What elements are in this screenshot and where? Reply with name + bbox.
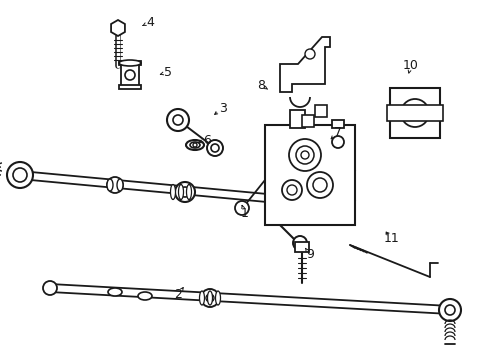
Bar <box>314 105 326 117</box>
Ellipse shape <box>170 185 175 199</box>
Circle shape <box>312 178 326 192</box>
Ellipse shape <box>138 292 152 300</box>
Ellipse shape <box>185 140 203 150</box>
Circle shape <box>444 305 454 315</box>
Circle shape <box>407 106 421 120</box>
Circle shape <box>282 180 302 200</box>
Bar <box>119 85 141 89</box>
Text: 1: 1 <box>241 207 248 220</box>
Circle shape <box>288 139 320 171</box>
Bar <box>119 61 141 65</box>
Ellipse shape <box>108 288 122 296</box>
Text: 5: 5 <box>163 66 172 78</box>
Text: 10: 10 <box>402 59 418 72</box>
Circle shape <box>438 299 460 321</box>
Circle shape <box>301 151 308 159</box>
Text: 2: 2 <box>174 288 182 302</box>
Circle shape <box>173 115 183 125</box>
Circle shape <box>305 49 314 59</box>
Ellipse shape <box>117 179 123 191</box>
Text: 11: 11 <box>384 231 399 244</box>
Circle shape <box>205 294 214 302</box>
Bar <box>302 115 313 127</box>
Ellipse shape <box>178 185 183 199</box>
Circle shape <box>235 201 248 215</box>
Circle shape <box>286 185 296 195</box>
Bar <box>389 88 439 138</box>
Bar <box>289 110 305 128</box>
Ellipse shape <box>186 185 191 199</box>
Circle shape <box>201 289 219 307</box>
Ellipse shape <box>107 179 113 191</box>
Text: 8: 8 <box>257 78 264 91</box>
Text: 4: 4 <box>146 15 154 28</box>
Bar <box>386 105 442 121</box>
Circle shape <box>206 140 223 156</box>
Circle shape <box>125 70 135 80</box>
Bar <box>264 125 354 225</box>
Circle shape <box>292 236 306 250</box>
Polygon shape <box>111 20 124 36</box>
Ellipse shape <box>119 60 141 66</box>
Circle shape <box>43 281 57 295</box>
Ellipse shape <box>207 291 212 305</box>
Circle shape <box>210 144 219 152</box>
Circle shape <box>13 168 27 182</box>
Ellipse shape <box>199 291 204 305</box>
Text: 6: 6 <box>203 134 210 147</box>
Text: 3: 3 <box>219 102 226 114</box>
Circle shape <box>306 172 332 198</box>
Bar <box>294 242 308 252</box>
Ellipse shape <box>190 142 200 148</box>
Polygon shape <box>280 37 329 92</box>
Circle shape <box>175 182 195 202</box>
Bar <box>331 120 343 128</box>
Circle shape <box>295 146 313 164</box>
Text: 9: 9 <box>305 248 313 261</box>
Circle shape <box>107 177 123 193</box>
Bar <box>121 63 139 87</box>
Ellipse shape <box>193 143 197 147</box>
Circle shape <box>167 109 189 131</box>
Text: 7: 7 <box>333 126 341 139</box>
Ellipse shape <box>215 291 220 305</box>
Circle shape <box>331 136 343 148</box>
Circle shape <box>400 99 428 127</box>
Circle shape <box>7 162 33 188</box>
Circle shape <box>180 187 190 197</box>
